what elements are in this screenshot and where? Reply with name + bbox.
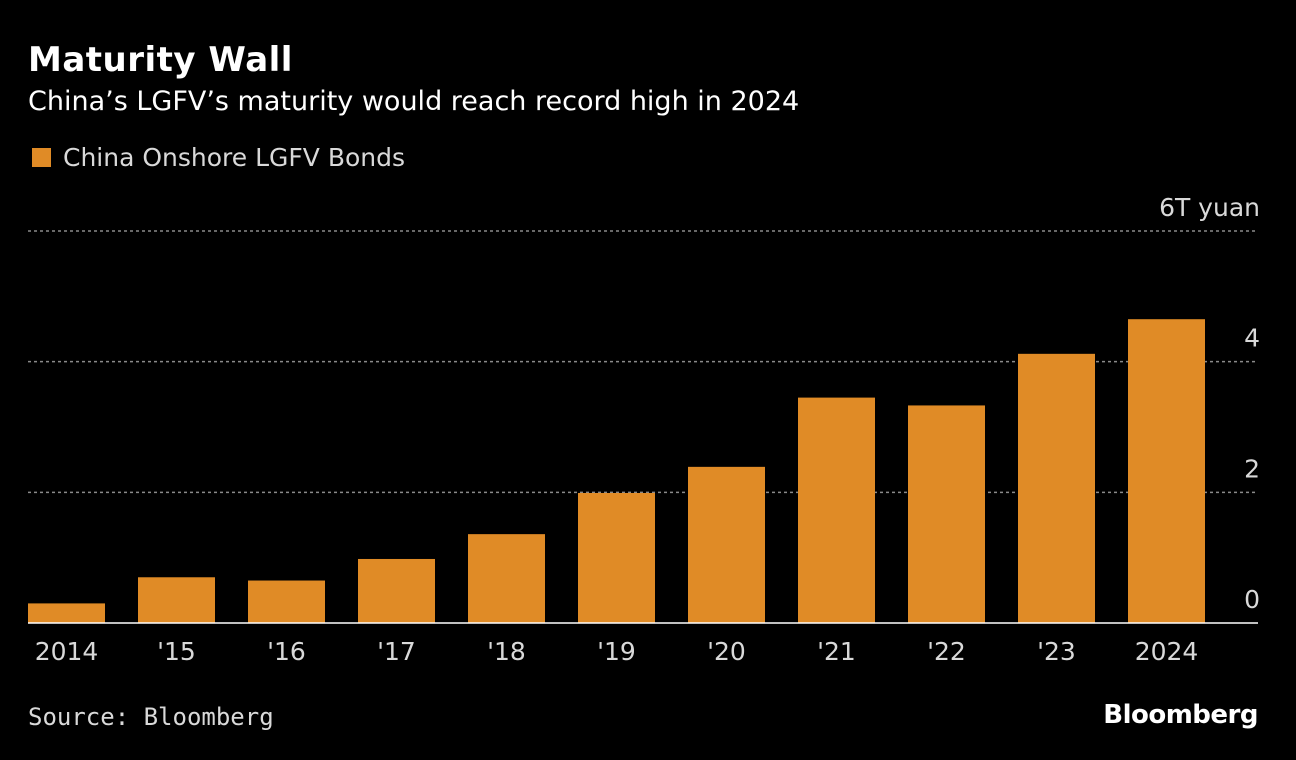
x-tick-label: '20 [707, 637, 746, 666]
y-tick-label: 0 [1244, 585, 1260, 614]
legend: China Onshore LGFV Bonds [32, 143, 405, 172]
chart-subtitle: China’s LGFV’s maturity would reach reco… [28, 86, 800, 117]
bar [798, 397, 875, 623]
bar [138, 577, 215, 623]
bar [578, 492, 655, 623]
x-tick-label: '23 [1037, 637, 1076, 666]
x-tick-label: '19 [597, 637, 636, 666]
bar [1128, 319, 1205, 623]
x-tick-label: '16 [267, 637, 306, 666]
source-note: Source: Bloomberg [28, 703, 274, 731]
x-tick-label: '17 [377, 637, 416, 666]
x-tick-label: '15 [157, 637, 196, 666]
chart-title: Maturity Wall [28, 40, 293, 80]
bloomberg-logo: Bloomberg [1103, 700, 1258, 730]
y-tick-label: 2 [1244, 454, 1260, 483]
y-tick-label: 4 [1244, 324, 1260, 353]
bar [358, 558, 435, 623]
bar [28, 603, 105, 623]
bar [1018, 353, 1095, 623]
x-tick-label: '18 [487, 637, 526, 666]
x-tick-label: '21 [817, 637, 856, 666]
legend-label: China Onshore LGFV Bonds [63, 143, 406, 172]
bar [248, 580, 325, 623]
bar [468, 534, 545, 623]
legend-swatch [32, 148, 51, 167]
y-tick-label: 6T yuan [1159, 193, 1260, 222]
bar [908, 405, 985, 623]
x-tick-label: 2014 [35, 637, 99, 666]
bar [688, 466, 765, 623]
x-tick-label: 2024 [1135, 637, 1199, 666]
x-tick-label: '22 [927, 637, 966, 666]
